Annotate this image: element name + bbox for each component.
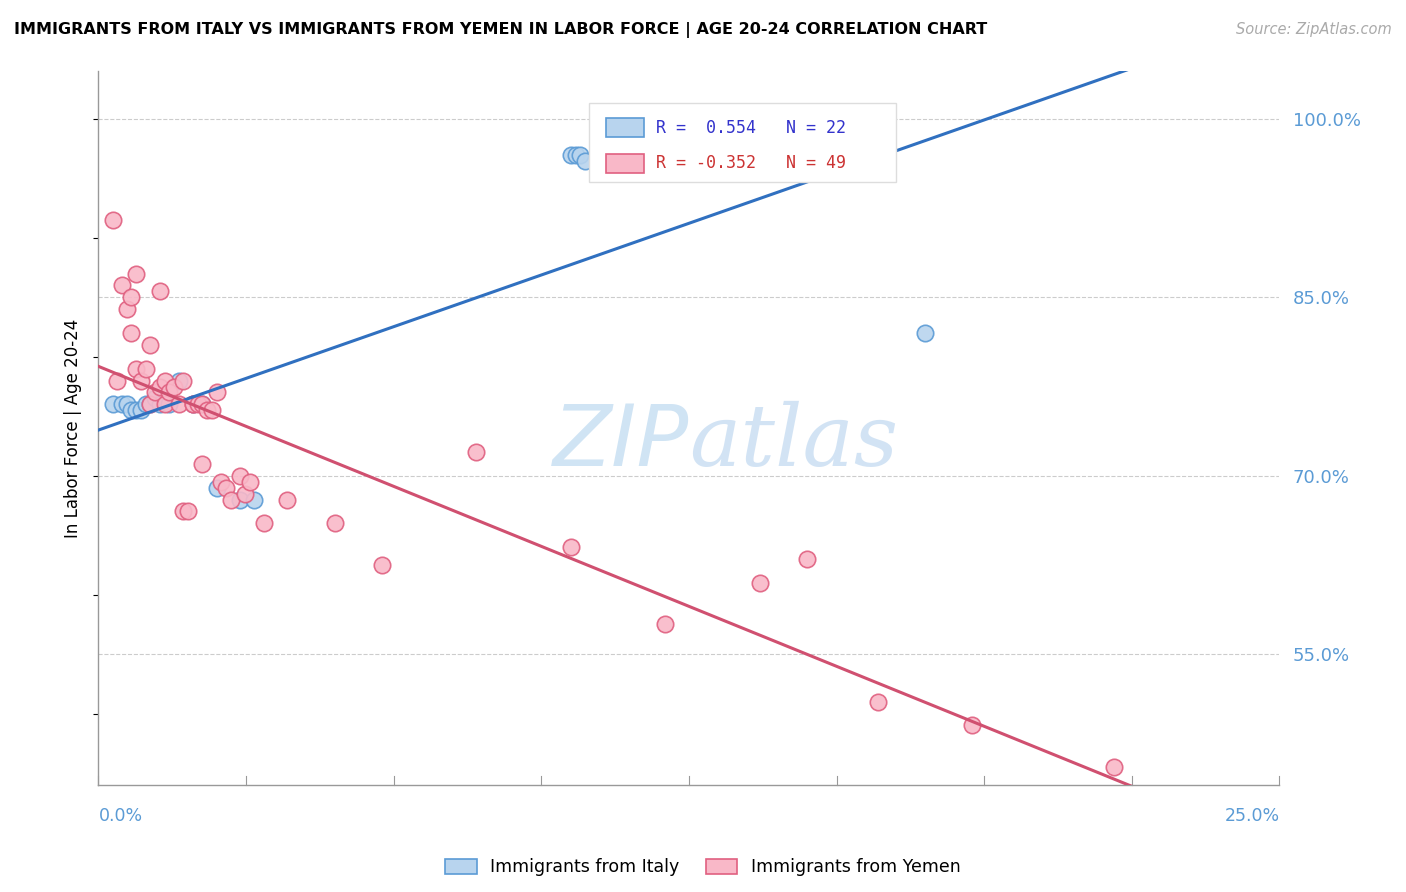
Point: [115, 397, 138, 411]
Legend: Immigrants from Italy, Immigrants from Yemen: Immigrants from Italy, Immigrants from Y…: [439, 852, 967, 883]
Point: [172, 374, 194, 388]
Point: [139, 338, 162, 352]
Text: R =  0.554   N = 22: R = 0.554 N = 22: [655, 119, 846, 136]
Point: [129, 403, 152, 417]
Point: [195, 403, 218, 417]
Point: [121, 326, 143, 340]
Point: [149, 379, 172, 393]
Point: [149, 397, 172, 411]
Point: [229, 468, 252, 483]
Point: [209, 475, 232, 489]
Point: [323, 516, 346, 531]
Point: [115, 302, 138, 317]
Point: [125, 267, 148, 281]
Point: [962, 718, 984, 732]
Point: [157, 397, 180, 411]
Point: [139, 397, 162, 411]
Point: [101, 213, 124, 227]
Point: [143, 385, 166, 400]
Point: [201, 403, 224, 417]
Point: [153, 374, 176, 388]
Text: Source: ZipAtlas.com: Source: ZipAtlas.com: [1236, 22, 1392, 37]
Point: [371, 558, 394, 572]
Point: [215, 481, 238, 495]
Text: 0.0%: 0.0%: [98, 807, 142, 825]
Point: [253, 516, 276, 531]
Point: [1102, 760, 1125, 774]
Point: [219, 492, 242, 507]
Point: [157, 385, 180, 400]
Point: [125, 361, 148, 376]
Point: [101, 397, 124, 411]
Point: [153, 397, 176, 411]
Point: [866, 695, 889, 709]
Point: [181, 397, 204, 411]
Point: [233, 486, 256, 500]
Point: [163, 379, 186, 393]
Point: [149, 285, 172, 299]
Point: [205, 481, 228, 495]
Point: [654, 617, 676, 632]
Point: [243, 492, 266, 507]
Text: 25.0%: 25.0%: [1225, 807, 1279, 825]
Point: [574, 153, 596, 168]
Point: [111, 278, 134, 293]
Point: [229, 492, 252, 507]
Point: [172, 504, 194, 518]
Point: [167, 397, 190, 411]
Point: [748, 575, 770, 590]
Point: [205, 385, 228, 400]
Point: [796, 552, 818, 566]
Point: [121, 290, 143, 304]
Point: [139, 397, 162, 411]
Text: ZIP: ZIP: [553, 401, 689, 484]
Point: [135, 361, 157, 376]
Point: [129, 374, 152, 388]
FancyBboxPatch shape: [606, 154, 644, 173]
Point: [187, 397, 209, 411]
FancyBboxPatch shape: [606, 119, 644, 137]
Point: [143, 392, 166, 406]
Point: [914, 326, 936, 340]
Point: [560, 147, 582, 161]
Text: R = -0.352   N = 49: R = -0.352 N = 49: [655, 154, 846, 172]
Point: [167, 374, 190, 388]
Point: [177, 504, 200, 518]
Point: [465, 445, 488, 459]
Point: [121, 403, 143, 417]
Point: [181, 397, 204, 411]
Point: [560, 540, 582, 554]
Text: atlas: atlas: [689, 401, 898, 483]
Point: [135, 397, 157, 411]
Point: [564, 147, 586, 161]
Point: [181, 397, 204, 411]
Point: [191, 397, 214, 411]
Point: [191, 397, 214, 411]
Text: IMMIGRANTS FROM ITALY VS IMMIGRANTS FROM YEMEN IN LABOR FORCE | AGE 20-24 CORREL: IMMIGRANTS FROM ITALY VS IMMIGRANTS FROM…: [14, 22, 987, 38]
Point: [125, 403, 148, 417]
Point: [111, 397, 134, 411]
Point: [276, 492, 298, 507]
Point: [191, 457, 214, 471]
Y-axis label: In Labor Force | Age 20-24: In Labor Force | Age 20-24: [65, 318, 83, 538]
Point: [239, 475, 262, 489]
Point: [105, 374, 128, 388]
Point: [569, 147, 592, 161]
FancyBboxPatch shape: [589, 103, 896, 182]
